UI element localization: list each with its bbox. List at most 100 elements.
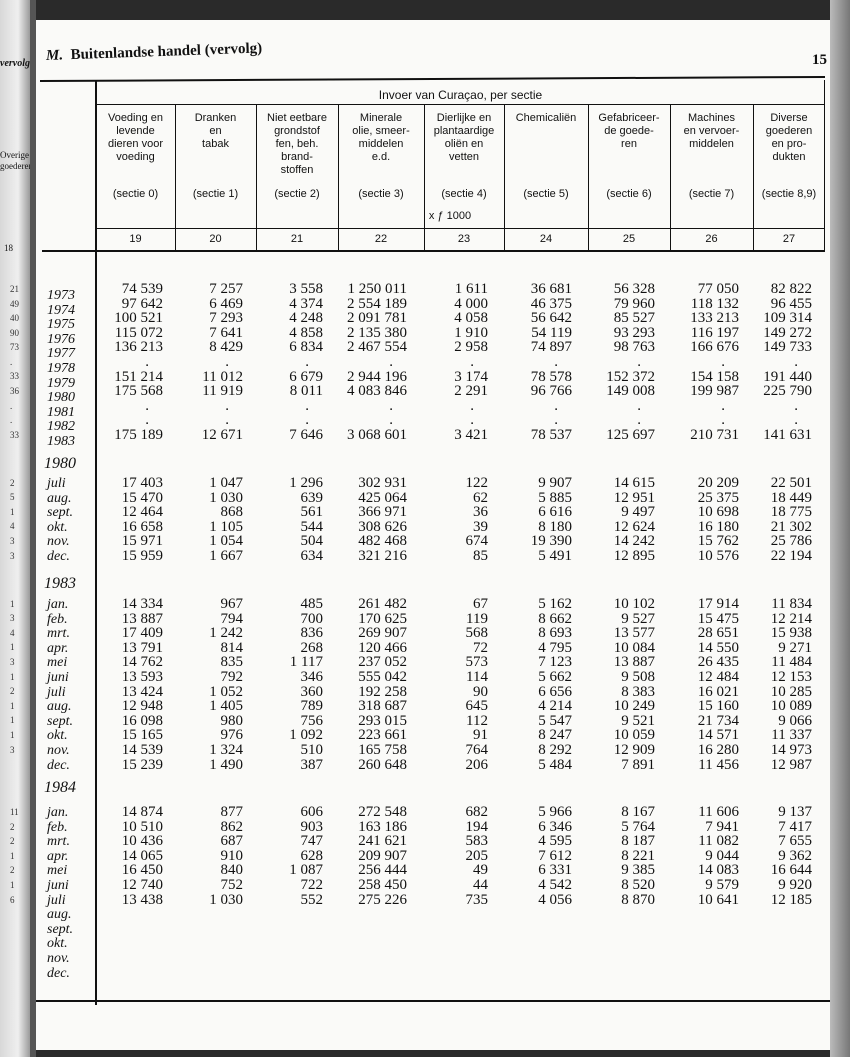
table-cell: 93 293 (613, 324, 655, 341)
table-cell: 16 098 (121, 712, 163, 729)
table-cell: 1 047 (209, 475, 243, 491)
previous-page-value: 1 (10, 642, 15, 652)
row-label: juli (47, 476, 66, 491)
table-cell: 552 (300, 891, 324, 908)
table-cell: . (305, 354, 309, 370)
row-label: sept. (47, 921, 74, 937)
row-label: jan. (47, 805, 69, 820)
table-cell: 7 641 (209, 324, 243, 341)
table-cell: 387 (300, 756, 324, 773)
table-cell: 49 (473, 862, 488, 879)
table-cell: 555 042 (358, 669, 407, 685)
table-cell: 2 467 554 (347, 339, 407, 356)
table-cell: 151 214 (114, 368, 163, 385)
previous-page-value: 2 (10, 865, 15, 875)
column-header-label: Diverse goederen en pro- dukten (765, 112, 813, 163)
table-cell: 544 (300, 518, 324, 535)
row-label: mei (47, 863, 68, 879)
table-cell: 1 910 (454, 324, 488, 341)
table-cell: 149 008 (606, 383, 655, 400)
table-cell: 18 775 (770, 504, 812, 521)
table-cell: 12 185 (770, 891, 812, 908)
table-cell: 85 (473, 548, 488, 564)
table-cell: 756 (300, 712, 324, 729)
row-label: apr. (47, 848, 69, 864)
column-divider (588, 104, 589, 250)
book-binding (830, 0, 850, 1057)
table-cell: 72 (473, 639, 488, 656)
table-cell: 6 834 (289, 339, 323, 356)
row-label: juli (47, 684, 66, 700)
row-label: 1983 (47, 434, 75, 449)
table-cell: 14 973 (770, 742, 812, 758)
column-header-sectie: (sectie 4) (441, 188, 487, 200)
table-cell: 9 907 (538, 475, 572, 491)
table-cell: 645 (465, 698, 489, 715)
table-cell: 8 662 (538, 610, 572, 627)
table-cell: 6 331 (538, 862, 572, 879)
stub-divider (95, 80, 97, 1005)
table-cell: 67 (473, 596, 488, 612)
table-cell: 735 (465, 891, 489, 908)
table-cell: 1 250 011 (347, 281, 407, 297)
table-cell: 4 374 (289, 295, 323, 312)
table-cell: 1 117 (289, 654, 323, 671)
table-cell: 125 697 (606, 427, 655, 443)
table-cell: 14 571 (697, 727, 739, 744)
table-cell: 12 214 (770, 610, 812, 627)
row-label: 1979 (47, 375, 75, 391)
table-cell: 14 334 (121, 596, 163, 612)
table-cell: 206 (465, 756, 489, 773)
table-cell: 4 248 (289, 310, 323, 327)
table-cell: 170 625 (358, 610, 407, 627)
table-cell: 7 646 (289, 427, 323, 443)
column-number-rule (42, 250, 825, 252)
table-cell: 980 (220, 712, 244, 729)
table-cell: 119 (466, 610, 488, 627)
table-cell: 293 015 (358, 712, 407, 729)
table-cell: 910 (220, 847, 244, 864)
row-label: 1981 (47, 404, 75, 420)
row-label: okt. (47, 728, 68, 744)
table-cell: 504 (300, 533, 324, 550)
column-number: 27 (782, 233, 796, 245)
table-cell: 261 482 (358, 596, 407, 612)
row-label: dec. (47, 965, 70, 981)
table-cell: 14 065 (121, 847, 163, 864)
table-cell: 256 444 (358, 862, 407, 879)
table-cell: 11 012 (202, 368, 243, 385)
table-cell: . (794, 354, 798, 370)
table-cell: 967 (220, 596, 244, 612)
super-header: Invoer van Curaçao, per sectie (378, 88, 543, 102)
table-cell: 13 791 (121, 639, 163, 656)
table-cell: . (389, 412, 393, 429)
table-cell: 272 548 (358, 804, 407, 820)
table-cell: 2 944 196 (347, 368, 407, 385)
column-divider (753, 104, 754, 250)
previous-page-value: 1 (10, 701, 15, 711)
table-cell: 10 102 (613, 596, 655, 612)
table-cell: 96 455 (770, 295, 812, 312)
previous-page-value: 3 (10, 745, 15, 755)
table-cell: 237 052 (358, 654, 407, 671)
book-gutter (30, 0, 36, 1057)
table-cell: 4 000 (454, 295, 488, 312)
table-cell: 10 698 (697, 504, 739, 521)
table-cell: 8 247 (538, 727, 572, 744)
table-cell: 4 595 (538, 833, 572, 850)
table-cell: 11 834 (771, 596, 812, 612)
table-cell: 15 475 (697, 610, 739, 627)
table-cell: 6 469 (209, 295, 243, 312)
table-cell: . (389, 354, 393, 370)
table-cell: 12 948 (121, 698, 163, 715)
table-cell: 10 059 (613, 727, 655, 744)
table-cell: 91 (473, 727, 488, 744)
previous-page-value: 3 (10, 613, 15, 623)
table-cell: . (145, 412, 149, 429)
table-cell: 112 (466, 712, 488, 729)
row-label: jan. (47, 597, 69, 612)
table-cell: . (554, 397, 558, 414)
table-cell: 346 (300, 669, 324, 685)
row-label: 1974 (47, 302, 75, 318)
table-cell: 5 885 (538, 489, 572, 506)
